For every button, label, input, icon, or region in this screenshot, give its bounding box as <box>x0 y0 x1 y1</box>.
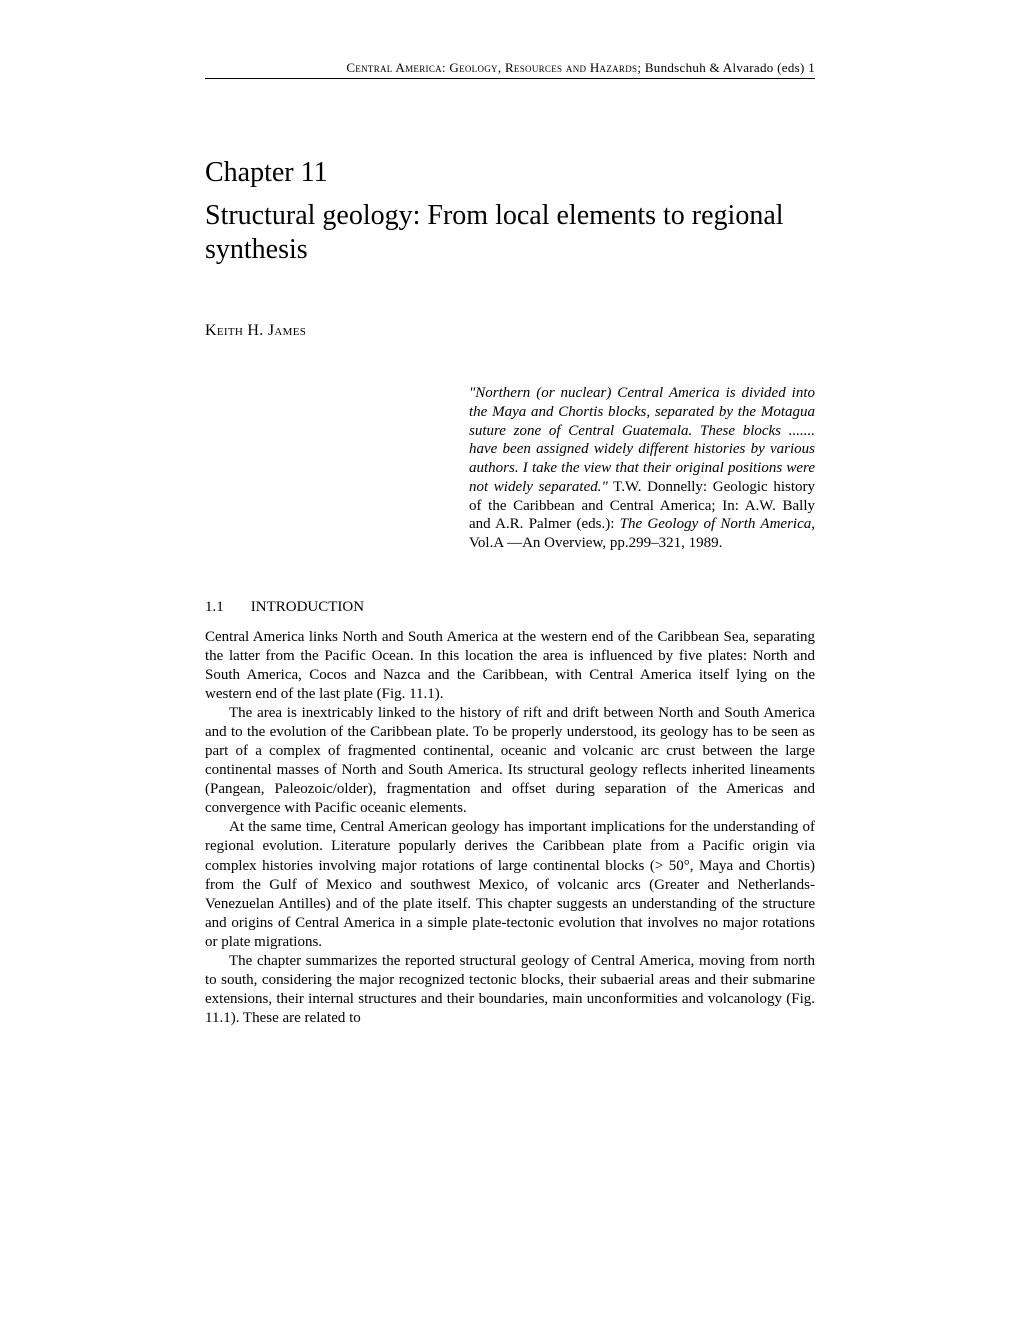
paragraph-3: At the same time, Central American geolo… <box>205 818 815 951</box>
chapter-title: Structural geology: From local elements … <box>205 199 815 266</box>
section-title: Introduction <box>251 599 364 615</box>
header-book-title: Central America: Geology, Resources and … <box>346 60 641 75</box>
paragraph-2: The area is inextricably linked to the h… <box>205 704 815 818</box>
running-header: Central America: Geology, Resources and … <box>205 60 815 79</box>
header-editors: Bundschuh & Alvarado (eds) <box>645 60 805 75</box>
paragraph-1: Central America links North and South Am… <box>205 628 815 704</box>
section-heading: 1.1 Introduction <box>205 599 815 616</box>
chapter-number: Chapter 11 <box>205 157 815 189</box>
epigraph-book-title: The Geology of North America <box>620 516 812 532</box>
body-text: Central America links North and South Am… <box>205 628 815 1028</box>
author-name: Keith H. James <box>205 322 815 340</box>
section-number: 1.1 <box>205 599 247 616</box>
paragraph-4: The chapter summarizes the reported stru… <box>205 952 815 1028</box>
epigraph: "Northern (or nuclear) Central America i… <box>469 384 815 553</box>
header-page-number: 1 <box>808 60 815 75</box>
